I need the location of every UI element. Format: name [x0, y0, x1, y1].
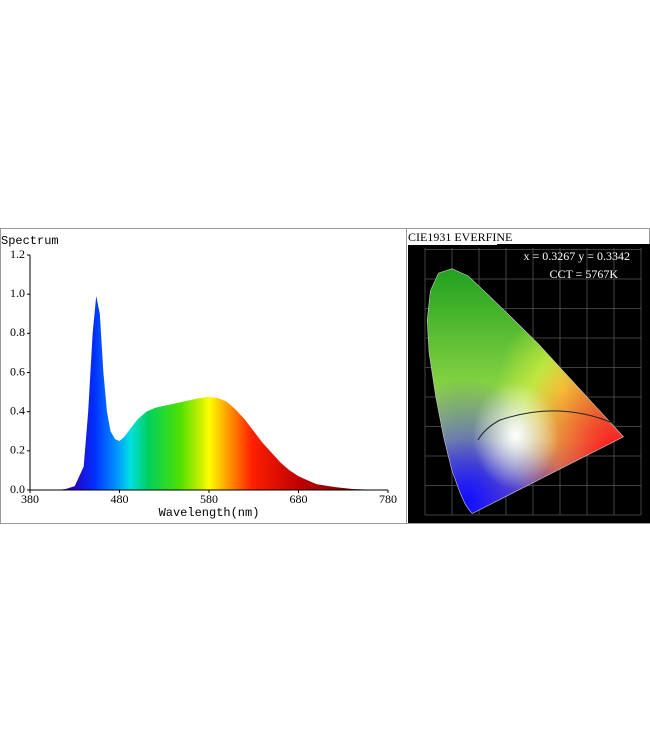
y-tick-label: 1.0	[10, 286, 25, 300]
x-tick-label: 780	[379, 492, 397, 506]
x-tick-label: 480	[111, 492, 129, 506]
coordinates: x = 0.3267 y = 0.3342	[523, 249, 630, 263]
spectrum-chart: Spectrum Wavelength(nm) 0.0 0.2 0.4 0.6 0.8 1.0…	[1, 234, 397, 520]
spectrum-area	[30, 296, 388, 490]
y-axis-label: Spectrum	[1, 234, 59, 248]
cie-diagram: CIE1931 EVERFINE x = 0.3267 y = 0.3342 CCT…	[407, 229, 650, 523]
diagram-title: CIE1931 EVERFINE	[408, 230, 512, 244]
title-box	[407, 229, 497, 245]
locus-fill	[427, 268, 624, 514]
y-tick-label: 0.8	[10, 325, 25, 339]
planckian-locus	[477, 410, 616, 441]
y-tick-label: 0.2	[10, 443, 25, 457]
y-tick-label: 0.4	[10, 403, 25, 417]
x-tick-label: 380	[21, 492, 39, 506]
y-tick-label: 1.2	[10, 247, 25, 261]
y-tick-label: 0.6	[10, 364, 25, 378]
locus-outline	[426, 268, 624, 514]
cct: CCT = 5767K	[549, 267, 618, 281]
x-tick-label: 580	[200, 492, 218, 506]
y-tick-label: 0.0	[10, 482, 25, 496]
x-tick-label: 680	[290, 492, 308, 506]
x-axis-label: Wavelength(nm)	[159, 506, 260, 520]
